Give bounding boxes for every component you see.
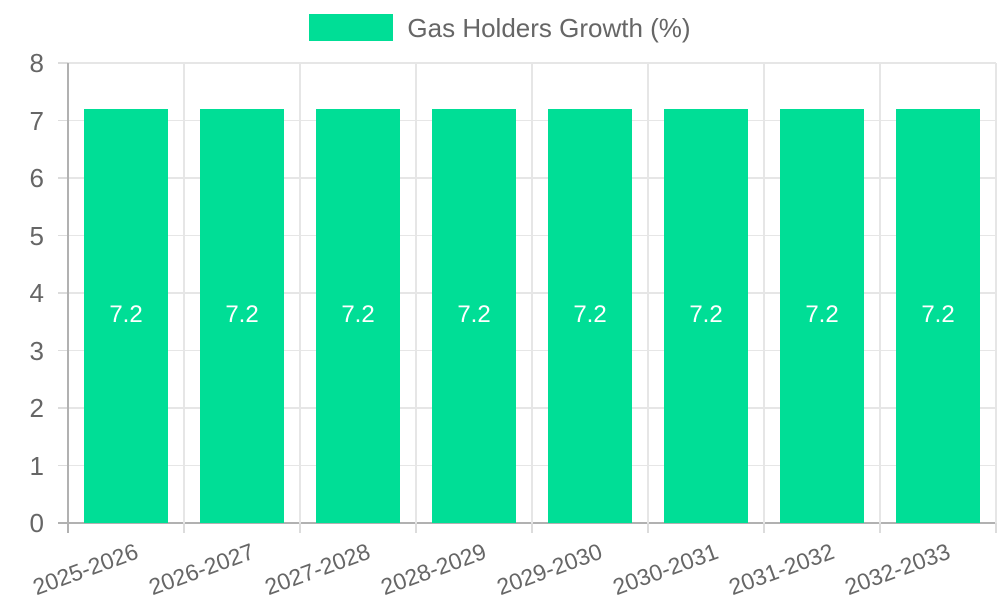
x-axis-tick-label: 2031-2032 xyxy=(725,538,838,600)
x-axis-tick-label: 2032-2033 xyxy=(841,538,954,600)
bar-2028-2029[interactable]: 7.2 xyxy=(432,109,516,523)
y-tick-4 xyxy=(58,292,68,294)
x-tick-4 xyxy=(531,523,533,533)
y-axis-tick-label: 7 xyxy=(29,105,44,136)
y-tick-3 xyxy=(58,349,68,351)
bar-2029-2030[interactable]: 7.2 xyxy=(548,109,632,523)
gridline-x-7 xyxy=(879,63,881,523)
gridline-y-8 xyxy=(68,62,996,64)
legend[interactable]: Gas Holders Growth (%) xyxy=(0,14,1000,41)
gridline-x-6 xyxy=(763,63,765,523)
y-axis-tick-label: 8 xyxy=(29,48,44,78)
bar-2027-2028[interactable]: 7.2 xyxy=(316,109,400,523)
gridline-x-1 xyxy=(183,63,185,523)
bar-2032-2033[interactable]: 7.2 xyxy=(896,109,980,523)
x-tick-2 xyxy=(299,523,301,533)
x-axis-tick-label: 2025-2026 xyxy=(29,538,142,600)
y-tick-1 xyxy=(58,464,68,466)
bar-value-label: 7.2 xyxy=(225,301,259,328)
bar-2031-2032[interactable]: 7.2 xyxy=(780,109,864,523)
x-axis-tick-label: 2026-2027 xyxy=(145,538,258,600)
y-axis-tick-label: 3 xyxy=(29,335,44,366)
gridline-x-5 xyxy=(647,63,649,523)
x-tick-8 xyxy=(995,523,997,533)
x-tick-5 xyxy=(647,523,649,533)
bar-value-label: 7.2 xyxy=(109,301,143,328)
x-tick-7 xyxy=(879,523,881,533)
x-axis-tick-label: 2029-2030 xyxy=(493,538,606,600)
legend-label: Gas Holders Growth (%) xyxy=(407,12,691,43)
y-tick-6 xyxy=(58,177,68,179)
gridline-x-4 xyxy=(531,63,533,523)
bar-2030-2031[interactable]: 7.2 xyxy=(664,109,748,523)
x-axis-tick-label: 2027-2028 xyxy=(261,538,374,600)
gridline-x-2 xyxy=(299,63,301,523)
gridline-x-8 xyxy=(995,63,997,523)
x-axis-tick-label: 2030-2031 xyxy=(609,538,722,600)
y-axis-tick-label: 1 xyxy=(29,450,44,481)
y-axis-tick-label: 5 xyxy=(29,220,44,251)
bar-2026-2027[interactable]: 7.2 xyxy=(200,109,284,523)
bar-value-label: 7.2 xyxy=(805,301,839,328)
x-tick-3 xyxy=(415,523,417,533)
bar-value-label: 7.2 xyxy=(921,301,955,328)
y-tick-0 xyxy=(58,522,68,524)
bar-value-label: 7.2 xyxy=(341,301,375,328)
y-tick-8 xyxy=(58,62,68,64)
y-axis-tick-label: 4 xyxy=(29,278,44,308)
x-tick-6 xyxy=(763,523,765,533)
y-axis-tick-label: 2 xyxy=(29,393,44,423)
bar-value-label: 7.2 xyxy=(457,301,491,328)
bar-value-label: 7.2 xyxy=(573,301,607,328)
y-tick-7 xyxy=(58,119,68,121)
y-tick-5 xyxy=(58,234,68,236)
y-axis-tick-label: 6 xyxy=(29,163,44,193)
legend-swatch xyxy=(309,14,394,41)
y-axis-tick-label: 0 xyxy=(29,508,44,538)
y-tick-2 xyxy=(58,407,68,409)
x-tick-1 xyxy=(183,523,185,533)
bar-2025-2026[interactable]: 7.2 xyxy=(84,109,168,523)
bar-value-label: 7.2 xyxy=(689,301,723,328)
gridline-x-3 xyxy=(415,63,417,523)
y-axis-line xyxy=(67,63,69,533)
x-axis-tick-label: 2028-2029 xyxy=(377,538,490,600)
plot-area: 7.2 2025-2026 7.2 2026-2027 7.2 2027-2028 7.2 2… xyxy=(29,62,997,600)
